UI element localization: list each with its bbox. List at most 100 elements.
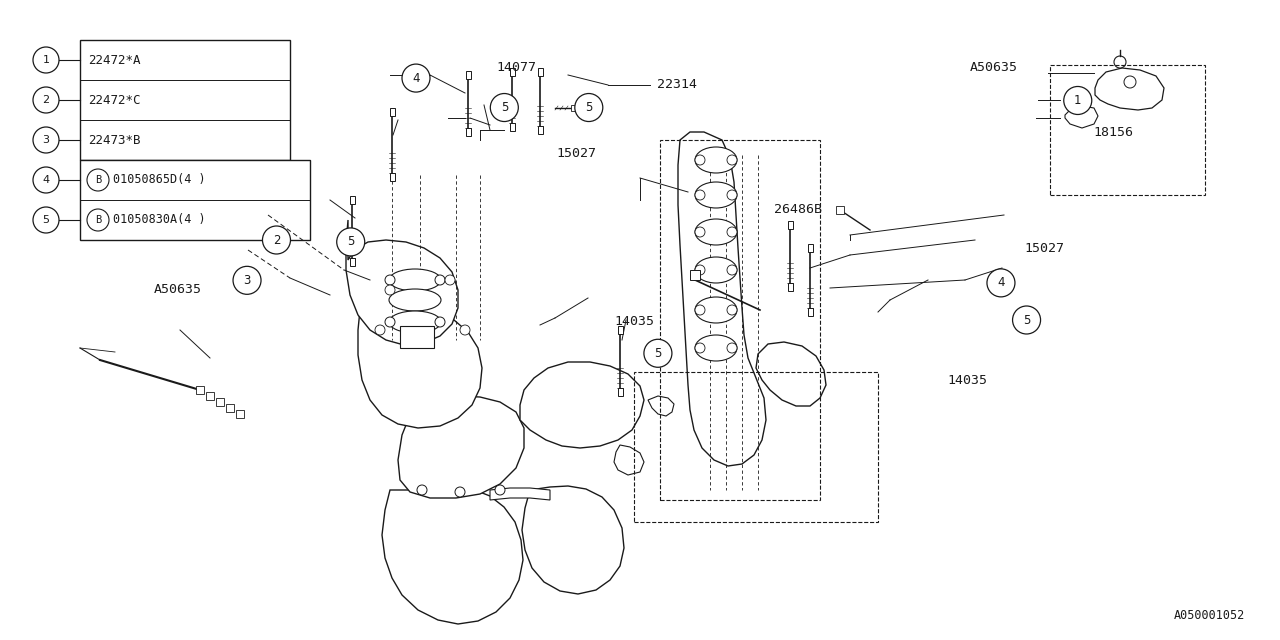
Ellipse shape: [389, 269, 442, 291]
Text: 01050830A(4 ): 01050830A(4 ): [113, 214, 206, 227]
Text: 1: 1: [1074, 94, 1082, 107]
Bar: [79, 160, 310, 240]
Text: 4: 4: [412, 72, 420, 84]
Circle shape: [417, 485, 428, 495]
Bar: [196, 386, 204, 394]
Bar: [399, 326, 434, 348]
Polygon shape: [398, 396, 524, 498]
Circle shape: [435, 317, 445, 327]
Text: 5: 5: [654, 347, 662, 360]
Text: 4: 4: [997, 276, 1005, 289]
Text: 26486B: 26486B: [774, 204, 823, 216]
Bar: [216, 398, 224, 406]
Circle shape: [445, 275, 454, 285]
Polygon shape: [1094, 68, 1164, 110]
Circle shape: [727, 155, 737, 165]
Circle shape: [385, 285, 396, 295]
Ellipse shape: [695, 219, 737, 245]
Polygon shape: [1065, 106, 1098, 128]
Circle shape: [727, 343, 737, 353]
Polygon shape: [381, 486, 524, 624]
Circle shape: [727, 305, 737, 315]
Bar: [466, 71, 471, 79]
Bar: [206, 392, 214, 400]
Circle shape: [233, 266, 261, 294]
Circle shape: [727, 265, 737, 275]
Text: A50635: A50635: [154, 283, 202, 296]
Circle shape: [375, 325, 385, 335]
Text: 15027: 15027: [557, 147, 596, 160]
Circle shape: [33, 47, 59, 73]
Circle shape: [695, 265, 705, 275]
Circle shape: [262, 226, 291, 254]
Text: B: B: [95, 215, 101, 225]
Circle shape: [575, 93, 603, 122]
Circle shape: [460, 325, 470, 335]
Text: 5: 5: [585, 101, 593, 114]
Circle shape: [987, 269, 1015, 297]
Bar: [787, 221, 792, 229]
Polygon shape: [614, 445, 644, 475]
Ellipse shape: [389, 311, 442, 333]
Ellipse shape: [695, 297, 737, 323]
Text: 01050865D(4 ): 01050865D(4 ): [113, 173, 206, 186]
Bar: [836, 206, 844, 214]
Circle shape: [33, 87, 59, 113]
Bar: [1050, 65, 1204, 195]
Text: 3: 3: [243, 274, 251, 287]
Bar: [389, 108, 394, 116]
Polygon shape: [648, 396, 675, 416]
Circle shape: [87, 209, 109, 231]
Ellipse shape: [695, 257, 737, 283]
Circle shape: [644, 339, 672, 367]
Ellipse shape: [695, 147, 737, 173]
Bar: [538, 68, 543, 76]
Bar: [389, 173, 394, 181]
Circle shape: [33, 127, 59, 153]
Bar: [79, 40, 291, 160]
Text: 18156: 18156: [1093, 126, 1133, 139]
Text: A50635: A50635: [970, 61, 1019, 74]
Text: 2: 2: [42, 95, 50, 105]
Circle shape: [495, 485, 506, 495]
Text: 5: 5: [500, 101, 508, 114]
Circle shape: [402, 64, 430, 92]
Bar: [236, 410, 244, 418]
Ellipse shape: [389, 289, 442, 311]
Bar: [466, 128, 471, 136]
Bar: [617, 388, 622, 396]
Circle shape: [695, 227, 705, 237]
Circle shape: [1124, 76, 1137, 88]
Text: 22472*A: 22472*A: [88, 54, 141, 67]
Bar: [617, 326, 622, 334]
Text: A050001052: A050001052: [1174, 609, 1245, 622]
Circle shape: [490, 93, 518, 122]
Text: 14035: 14035: [614, 315, 654, 328]
Bar: [509, 123, 515, 131]
Bar: [349, 196, 355, 204]
Circle shape: [87, 169, 109, 191]
Text: 22314: 22314: [657, 78, 696, 91]
Polygon shape: [358, 310, 483, 428]
Circle shape: [337, 228, 365, 256]
Text: 22473*B: 22473*B: [88, 134, 141, 147]
Text: 4: 4: [42, 175, 50, 185]
Text: 5: 5: [347, 236, 355, 248]
Polygon shape: [520, 362, 644, 448]
Text: 15027: 15027: [1024, 242, 1064, 255]
Circle shape: [385, 275, 396, 285]
Circle shape: [727, 190, 737, 200]
Circle shape: [385, 317, 396, 327]
Bar: [690, 270, 700, 280]
Text: 3: 3: [42, 135, 50, 145]
Text: 22472*C: 22472*C: [88, 93, 141, 106]
Polygon shape: [346, 220, 458, 345]
Circle shape: [33, 167, 59, 193]
Text: 14035: 14035: [947, 374, 987, 387]
Text: 2: 2: [273, 234, 280, 246]
Bar: [787, 283, 792, 291]
Circle shape: [1114, 56, 1126, 68]
Bar: [660, 140, 820, 500]
Ellipse shape: [695, 335, 737, 361]
Polygon shape: [756, 342, 826, 406]
